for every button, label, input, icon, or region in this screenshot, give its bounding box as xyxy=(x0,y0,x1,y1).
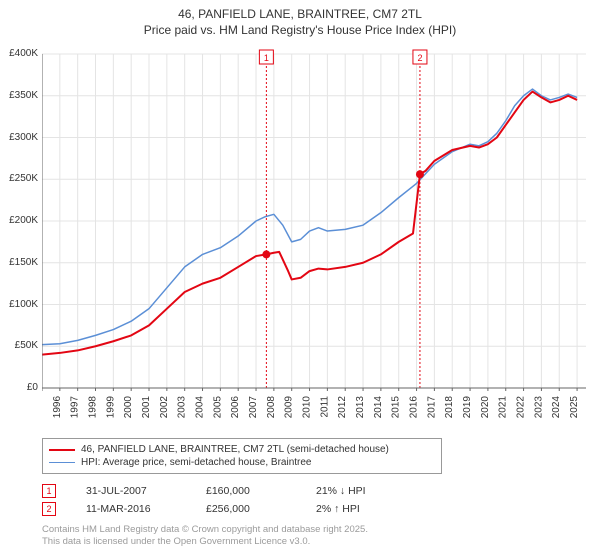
svg-text:2000: 2000 xyxy=(123,396,134,419)
svg-text:2025: 2025 xyxy=(569,396,580,419)
svg-text:1997: 1997 xyxy=(70,396,81,419)
svg-text:2011: 2011 xyxy=(319,396,330,418)
svg-text:2024: 2024 xyxy=(551,396,562,419)
marker-row: 2 11-MAR-2016 £256,000 2% ↑ HPI xyxy=(42,502,366,516)
marker-number-box: 2 xyxy=(42,502,56,516)
svg-text:2012: 2012 xyxy=(337,396,348,419)
y-tick-label: £300K xyxy=(0,132,38,143)
svg-text:1: 1 xyxy=(264,53,269,63)
svg-text:2019: 2019 xyxy=(462,396,473,419)
svg-text:2014: 2014 xyxy=(373,396,384,419)
legend-label-red: 46, PANFIELD LANE, BRAINTREE, CM7 2TL (s… xyxy=(81,444,389,455)
svg-text:2016: 2016 xyxy=(409,396,420,419)
marker-number-box: 1 xyxy=(42,484,56,498)
svg-text:2009: 2009 xyxy=(284,396,295,419)
svg-text:2004: 2004 xyxy=(195,396,206,419)
y-tick-label: £0 xyxy=(0,382,38,393)
svg-text:1998: 1998 xyxy=(88,396,99,419)
svg-text:2022: 2022 xyxy=(516,396,527,419)
svg-text:1999: 1999 xyxy=(105,396,116,419)
svg-text:2018: 2018 xyxy=(444,396,455,419)
legend-swatch-red xyxy=(49,449,75,451)
svg-text:2008: 2008 xyxy=(266,396,277,419)
attribution-line-2: This data is licensed under the Open Gov… xyxy=(42,536,368,548)
legend-item-red: 46, PANFIELD LANE, BRAINTREE, CM7 2TL (s… xyxy=(49,443,435,456)
svg-text:2007: 2007 xyxy=(248,396,259,419)
marker-date: 31-JUL-2007 xyxy=(86,485,176,497)
marker-row: 1 31-JUL-2007 £160,000 21% ↓ HPI xyxy=(42,484,366,498)
svg-text:1995: 1995 xyxy=(42,396,45,419)
legend-item-blue: HPI: Average price, semi-detached house,… xyxy=(49,456,435,469)
svg-text:2020: 2020 xyxy=(480,396,491,419)
svg-text:1996: 1996 xyxy=(52,396,63,419)
svg-text:2023: 2023 xyxy=(533,396,544,419)
svg-text:2006: 2006 xyxy=(230,396,241,419)
y-tick-label: £150K xyxy=(0,257,38,268)
y-tick-label: £100K xyxy=(0,299,38,310)
marker-date: 11-MAR-2016 xyxy=(86,503,176,515)
svg-text:2001: 2001 xyxy=(141,396,152,419)
y-tick-label: £400K xyxy=(0,48,38,59)
svg-text:2013: 2013 xyxy=(355,396,366,419)
svg-text:2003: 2003 xyxy=(177,396,188,419)
svg-text:2017: 2017 xyxy=(426,396,437,419)
marker-table: 1 31-JUL-2007 £160,000 21% ↓ HPI 2 11-MAR-201… xyxy=(42,480,366,516)
title-line-2: Price paid vs. HM Land Registry's House … xyxy=(0,22,600,38)
title-line-1: 46, PANFIELD LANE, BRAINTREE, CM7 2TL xyxy=(0,6,600,22)
svg-text:2: 2 xyxy=(417,53,422,63)
marker-price: £256,000 xyxy=(206,503,286,515)
y-tick-label: £200K xyxy=(0,215,38,226)
svg-text:2021: 2021 xyxy=(498,396,509,419)
attribution-line-1: Contains HM Land Registry data © Crown c… xyxy=(42,524,368,536)
legend-label-blue: HPI: Average price, semi-detached house,… xyxy=(81,457,312,468)
marker-price: £160,000 xyxy=(206,485,286,497)
legend: 46, PANFIELD LANE, BRAINTREE, CM7 2TL (s… xyxy=(42,438,442,474)
svg-text:2015: 2015 xyxy=(391,396,402,419)
svg-text:2002: 2002 xyxy=(159,396,170,419)
chart-title: 46, PANFIELD LANE, BRAINTREE, CM7 2TL Pr… xyxy=(0,0,600,38)
legend-swatch-blue xyxy=(49,462,75,463)
y-tick-label: £50K xyxy=(0,340,38,351)
y-tick-label: £350K xyxy=(0,90,38,101)
y-tick-label: £250K xyxy=(0,173,38,184)
svg-text:2005: 2005 xyxy=(212,396,223,419)
marker-delta: 2% ↑ HPI xyxy=(316,503,360,515)
svg-text:2010: 2010 xyxy=(302,396,313,419)
marker-delta: 21% ↓ HPI xyxy=(316,485,366,497)
line-chart: 1 2 1995 1996 1997 1998 1999 2000 2001 2002 2003 20… xyxy=(42,48,592,432)
attribution: Contains HM Land Registry data © Crown c… xyxy=(42,524,368,549)
